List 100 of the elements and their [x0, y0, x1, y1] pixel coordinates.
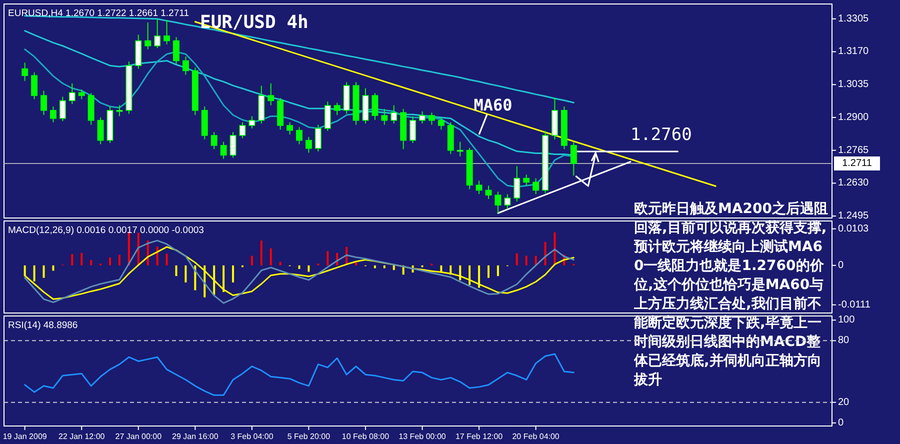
- candlestick: [532, 178, 540, 195]
- x-tick-label: 17 Feb 12:00: [455, 432, 504, 441]
- y-tick-label: 100: [838, 314, 856, 326]
- text: RSI(14) 48.8986: [8, 320, 78, 331]
- candlestick: [372, 92, 378, 120]
- candlestick: [40, 90, 48, 116]
- candlestick: [22, 62, 28, 82]
- candlestick: [296, 126, 302, 145]
- bar: [166, 254, 168, 266]
- bar: [52, 265, 54, 271]
- bar: [250, 256, 253, 266]
- candlestick: [97, 116, 104, 145]
- candlestick: [494, 191, 502, 214]
- y-tick-label: 80: [838, 335, 850, 346]
- bar: [308, 265, 310, 272]
- candlestick: [410, 116, 416, 144]
- text: EUR/USD 4h: [200, 12, 308, 33]
- candlestick: [173, 36, 180, 64]
- annotation: 1.2760: [630, 125, 692, 145]
- bar: [213, 265, 216, 295]
- series-label: MA60: [474, 95, 512, 114]
- bar: [496, 265, 499, 276]
- candlestick: [523, 174, 530, 186]
- x-tick-label: 19 Jan 2009: [2, 432, 48, 441]
- bar: [156, 246, 158, 266]
- bar: [440, 265, 442, 272]
- candlestick: [154, 18, 161, 49]
- candlestick: [514, 166, 520, 202]
- x-tick-label: 22 Jan 12:00: [58, 432, 106, 441]
- candlestick: [334, 102, 340, 116]
- candlestick: [248, 116, 256, 129]
- candlestick: [390, 104, 398, 124]
- bar: [468, 265, 471, 285]
- y-tick-label: 1.3170: [838, 46, 870, 58]
- bar: [326, 251, 329, 266]
- candlestick: [210, 132, 218, 150]
- y-tick-label: 1.2630: [838, 178, 870, 189]
- candlestick: [116, 104, 123, 117]
- bar: [118, 254, 120, 266]
- y-tick-label: 1.3035: [838, 79, 870, 90]
- y-tick-label: 0: [838, 260, 844, 271]
- candlestick: [476, 180, 482, 195]
- bar: [298, 265, 300, 269]
- bar: [222, 265, 225, 292]
- bar: [42, 265, 45, 278]
- candlestick: [164, 20, 170, 45]
- candlestick: [230, 132, 236, 158]
- y-tick-label: 0: [838, 417, 844, 428]
- text: MACD(12,26,9) 0.0016 0.0017 0.0000 -0.0003: [8, 225, 204, 236]
- x-tick-label: 10 Feb 08:00: [342, 432, 390, 441]
- x-tick-label: 13 Feb 00:00: [398, 432, 446, 441]
- bar: [392, 265, 395, 270]
- bar: [544, 242, 546, 266]
- x-tick-label: 3 Feb 04:00: [230, 432, 274, 441]
- y-tick-label: 1.2765: [838, 144, 870, 156]
- bar: [80, 252, 83, 266]
- bar: [488, 265, 490, 278]
- candlestick: [314, 124, 322, 152]
- candlestick: [286, 122, 294, 135]
- bar: [260, 240, 262, 266]
- x-tick-label: 29 Jan 16:00: [172, 432, 219, 441]
- bar: [175, 265, 178, 276]
- candlestick: [220, 141, 227, 160]
- candlestick: [438, 116, 444, 130]
- candlestick: [268, 82, 274, 106]
- y-tick-label: -0.0111: [838, 299, 871, 310]
- bar: [109, 258, 111, 266]
- x-tick-label: 5 Feb 20:00: [287, 432, 331, 441]
- candlestick: [68, 82, 76, 105]
- bar: [71, 254, 74, 266]
- bar: [459, 265, 462, 280]
- y-tick-label: 1.2900: [838, 112, 870, 123]
- bar: [33, 265, 36, 282]
- candlestick: [59, 96, 66, 122]
- line-series: [24, 240, 574, 304]
- bar: [279, 262, 282, 266]
- candlestick: [504, 194, 511, 210]
- candlestick: [239, 122, 246, 139]
- y-tick-label: 20: [838, 396, 850, 408]
- bar: [478, 265, 480, 288]
- candlestick: [419, 110, 426, 124]
- y-tick-label: 0.0103: [838, 223, 870, 234]
- bar: [525, 256, 528, 266]
- candlestick: [324, 101, 331, 132]
- candlestick: [305, 136, 312, 154]
- candlestick: [485, 185, 492, 200]
- bar: [516, 253, 518, 266]
- candlestick: [78, 88, 85, 100]
- candlestick: [182, 56, 189, 76]
- bar: [270, 248, 272, 266]
- candlestick: [144, 22, 152, 50]
- bar: [184, 265, 187, 282]
- candlestick: [428, 112, 435, 126]
- ref-line-label: 1.2711: [842, 158, 872, 169]
- candlestick: [570, 141, 577, 176]
- candlestick: [381, 108, 388, 126]
- candlestick: [31, 72, 38, 100]
- y-tick-label: 1.2495: [838, 210, 870, 222]
- candlestick: [50, 106, 56, 123]
- y-tick-label: 1.3305: [838, 13, 870, 24]
